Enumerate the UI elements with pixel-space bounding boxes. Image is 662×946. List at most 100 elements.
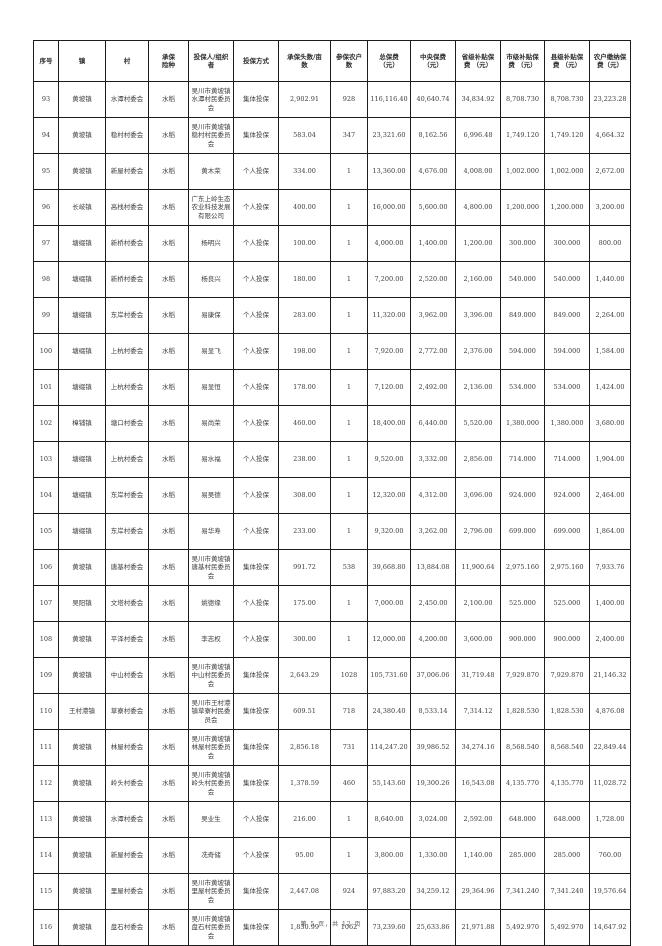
table-cell: 8,533.14 <box>410 693 456 730</box>
table-cell: 3,800.00 <box>367 837 411 874</box>
table-cell: 水稻 <box>148 729 189 766</box>
table-cell: 718 <box>330 693 368 730</box>
table-cell: 12,000.00 <box>367 621 411 658</box>
column-header: 序号 <box>33 40 59 82</box>
table-cell: 个人投保 <box>233 225 279 262</box>
table-cell: 8,568.540 <box>544 729 590 766</box>
header-row: 序号镇村承保 险种 投保人/组织 者投保方式 承保头数/亩 数参保农户数 总保费 （元… <box>33 40 631 82</box>
table-cell: 8,708.730 <box>500 81 545 118</box>
table-cell: 个人投保 <box>233 441 279 478</box>
table-cell: 水稻 <box>148 441 189 478</box>
table-cell: 1 <box>330 441 368 478</box>
table-cell: 538 <box>330 549 368 586</box>
table-cell: 525.000 <box>544 585 590 622</box>
table-cell: 39,986.52 <box>410 729 456 766</box>
table-cell: 594.000 <box>544 333 590 370</box>
table-cell: 233.00 <box>278 513 331 550</box>
table-cell: 1,400.00 <box>589 585 631 622</box>
table-cell: 9,520.00 <box>367 441 411 478</box>
table-cell: 3,680.00 <box>589 405 631 442</box>
table-cell: 55,143.60 <box>367 765 411 802</box>
table-cell: 3,262.00 <box>410 513 456 550</box>
table-cell: 黄坡镇 <box>58 837 106 874</box>
table-cell: 王村港镇 <box>58 693 106 730</box>
table-cell: 个人投保 <box>233 837 279 874</box>
table-cell: 800.00 <box>589 225 631 262</box>
table-cell: 2,450.00 <box>410 585 456 622</box>
table-cell: 22,849.44 <box>589 729 631 766</box>
table-cell: 7,929.870 <box>544 657 590 694</box>
column-header: 村 <box>105 40 149 82</box>
table-cell: 308.00 <box>278 477 331 514</box>
table-cell: 水稻 <box>148 621 189 658</box>
table-cell: 1 <box>330 405 368 442</box>
table-cell: 112 <box>33 765 59 802</box>
table-cell: 集体投保 <box>233 765 279 802</box>
table-cell: 99 <box>33 297 59 334</box>
table-cell: 3,024.00 <box>410 801 456 838</box>
table-cell: 水稻 <box>148 513 189 550</box>
table-cell: 39,668.80 <box>367 549 411 586</box>
table-cell: 23,223.28 <box>589 81 631 118</box>
table-cell: 29,364.96 <box>455 873 501 910</box>
table-cell: 黄木荣 <box>188 153 234 190</box>
table-cell: 114,247.20 <box>367 729 411 766</box>
table-cell: 新桥村委会 <box>105 225 149 262</box>
table-cell: 2,672.00 <box>589 153 631 190</box>
column-header: 投保方式 <box>233 40 279 82</box>
table-cell: 水潭村委会 <box>105 81 149 118</box>
table-cell: 334.00 <box>278 153 331 190</box>
table-cell: 个人投保 <box>233 153 279 190</box>
table-cell: 7,920.00 <box>367 333 411 370</box>
insurance-table: 序号镇村承保 险种 投保人/组织 者投保方式 承保头数/亩 数参保农户数 总保费 （元… <box>33 40 631 946</box>
table-cell: 6,996.48 <box>455 117 501 154</box>
table-cell: 1,378.59 <box>278 765 331 802</box>
table-cell: 1,200.000 <box>500 189 545 226</box>
table-cell: 个人投保 <box>233 585 279 622</box>
table-cell: 12,320.00 <box>367 477 411 514</box>
table-cell: 3,396.00 <box>455 297 501 334</box>
table-cell: 4,664.32 <box>589 117 631 154</box>
table-cell: 水稻 <box>148 369 189 406</box>
table-cell: 草寮村委会 <box>105 693 149 730</box>
table-cell: 吴川市黄坡镇稳村村民委员会 <box>188 117 234 154</box>
table-cell: 吴川市黄坡镇中山村民委员会 <box>188 657 234 694</box>
table-cell: 1 <box>330 333 368 370</box>
table-cell: 4,676.00 <box>410 153 456 190</box>
table-cell: 姚德缘 <box>188 585 234 622</box>
table-cell: 109 <box>33 657 59 694</box>
table-cell: 水潭村委会 <box>105 801 149 838</box>
table-row: 106 黄坡镇 唐基村委会 水稻 吴川市黄坡镇唐基村民委员会 集体投保 991.72 538 3… <box>33 549 631 586</box>
table-row: 97 塘缀镇 新桥村委会 水稻 杨明兴 个人投保 100.00 1 4,000.00 1,400.… <box>33 225 631 262</box>
table-cell: 2,492.00 <box>410 369 456 406</box>
table-cell: 96 <box>33 189 59 226</box>
table-cell: 3,696.00 <box>455 477 501 514</box>
table-cell: 648.000 <box>544 801 590 838</box>
table-cell: 7,929.870 <box>500 657 545 694</box>
table-cell: 集体投保 <box>233 657 279 694</box>
table-cell: 吴川市黄坡镇林屋村民委员会 <box>188 729 234 766</box>
table-cell: 个人投保 <box>233 801 279 838</box>
table-cell: 19,300.26 <box>410 765 456 802</box>
table-cell: 400.00 <box>278 189 331 226</box>
table-cell: 540.000 <box>544 261 590 298</box>
table-cell: 100 <box>33 333 59 370</box>
table-cell: 1,380.000 <box>544 405 590 442</box>
table-row: 108 黄坡镇 平泽村委会 水稻 李志权 个人投保 300.00 1 12,000.00 4,20… <box>33 621 631 658</box>
table-cell: 黄坡镇 <box>58 765 106 802</box>
table-cell: 198.00 <box>278 333 331 370</box>
table-cell: 21,146.32 <box>589 657 631 694</box>
table-row: 109 黄坡镇 中山村委会 水稻 吴川市黄坡镇中山村民委员会 集体投保 2,643.29 10… <box>33 657 631 694</box>
table-cell: 易华寿 <box>188 513 234 550</box>
table-cell: 2,975.160 <box>500 549 545 586</box>
table-cell: 583.04 <box>278 117 331 154</box>
table-cell: 吴川市王村港镇草寮村民委员会 <box>188 693 234 730</box>
table-cell: 760.00 <box>589 837 631 874</box>
table-cell: 104 <box>33 477 59 514</box>
table-cell: 714.000 <box>500 441 545 478</box>
table-row: 113 黄坡镇 水潭村委会 水稻 吴业生 个人投保 216.00 1 8,640.00 3,024… <box>33 801 631 838</box>
table-cell: 108 <box>33 621 59 658</box>
table-cell: 2,160.00 <box>455 261 501 298</box>
table-cell: 849.000 <box>544 297 590 334</box>
